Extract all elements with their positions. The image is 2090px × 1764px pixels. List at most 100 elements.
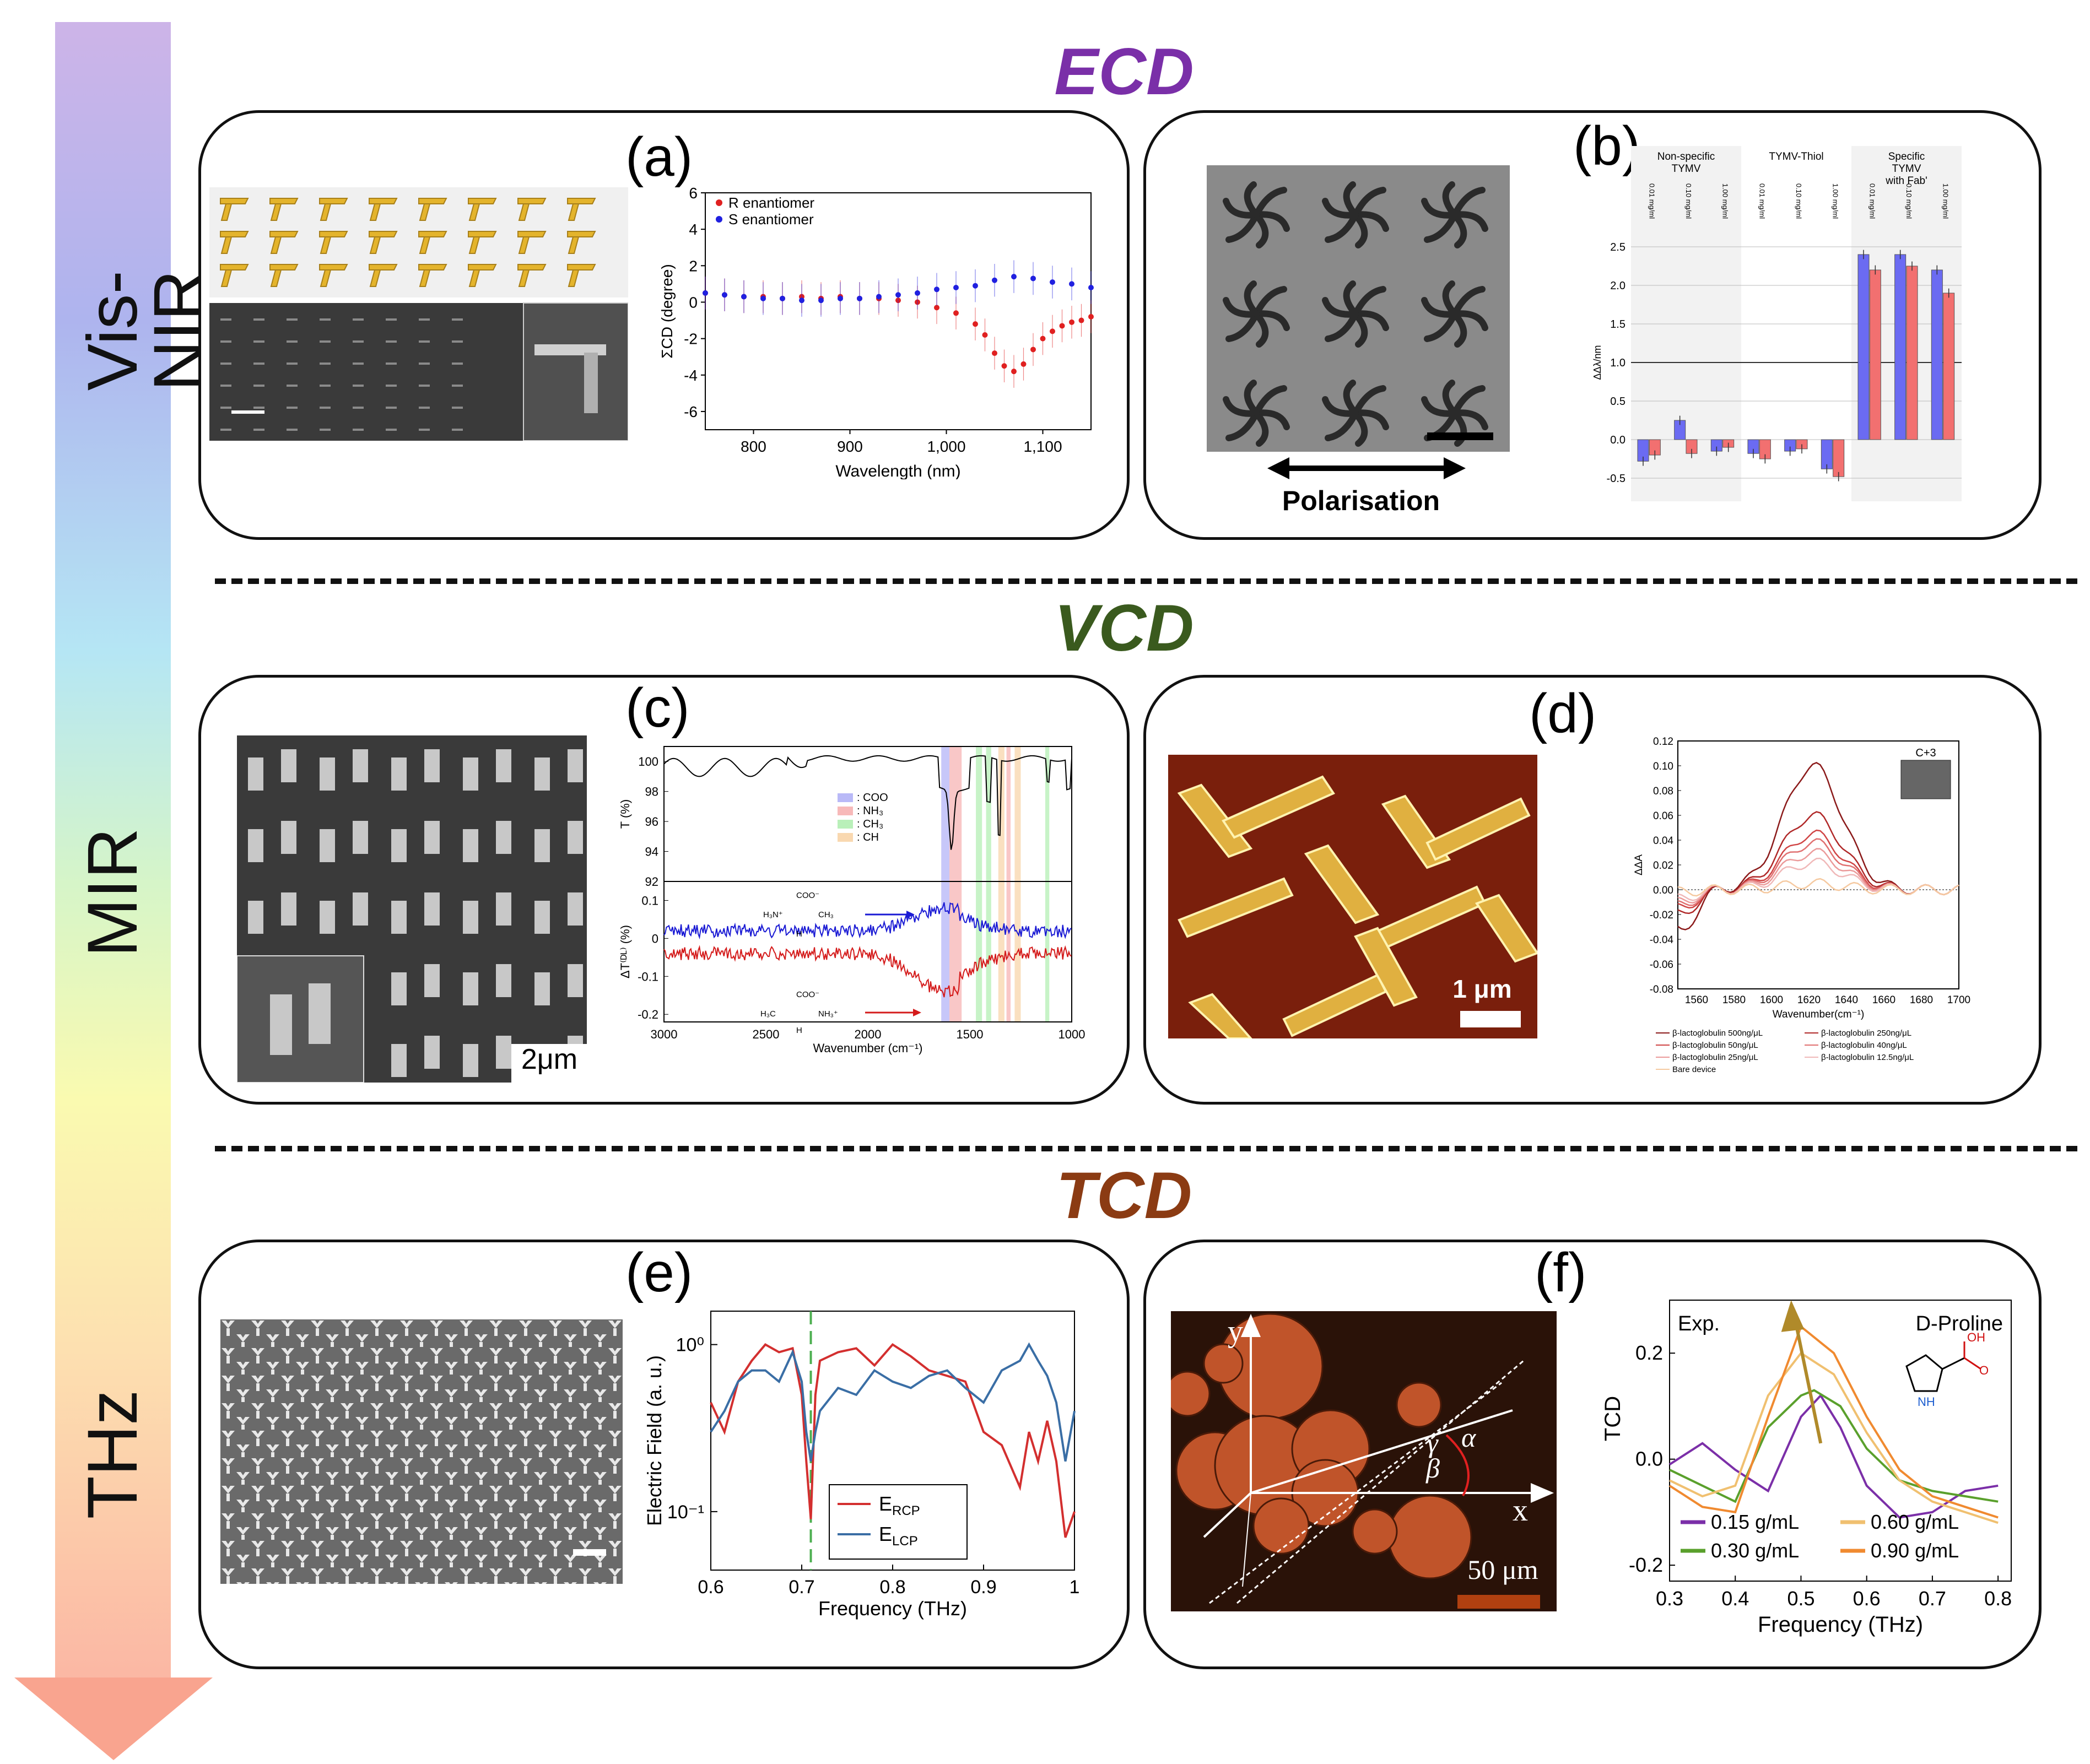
molecule-label: NH₃⁺: [818, 1009, 838, 1019]
legend-label: β-lactoglobulin 250ng/μL: [1821, 1029, 1911, 1038]
assignment-band: [1007, 746, 1011, 1022]
group-label: TYMV-Thiol: [1769, 151, 1823, 163]
category-label: 1.00 mg/ml: [1721, 183, 1730, 219]
y-tick-label: 0.02: [1653, 860, 1673, 872]
panel-label-a: (a): [625, 129, 693, 185]
y-tick-label: 2: [689, 257, 698, 274]
data-point: [1030, 275, 1036, 281]
legend-label: R enantiomer: [728, 194, 814, 211]
y-tick-label: -6: [684, 403, 698, 420]
y-tick-label: -0.2: [638, 1008, 658, 1021]
legend-label: : COO: [857, 792, 888, 804]
angle-label-gamma: γ: [1427, 1427, 1438, 1459]
proline-ring: [1907, 1355, 1942, 1391]
proline-oh: OH: [1967, 1330, 1985, 1344]
molecule-label: COO⁻: [796, 990, 819, 999]
data-point: [857, 296, 862, 301]
data-point: [722, 292, 727, 297]
x-tick-label: 900: [837, 438, 863, 455]
y-tick-label: 0: [689, 294, 698, 311]
spectrum-line: [1678, 849, 1959, 903]
legend-swatch: [838, 820, 853, 829]
bar: [1870, 270, 1881, 440]
category-label: 0.01 mg/ml: [1648, 183, 1656, 219]
y-tick-label: 94: [645, 845, 658, 859]
legend-label: : CH₃: [857, 818, 883, 830]
legend-swatch: [838, 793, 853, 802]
section-title-ecd: ECD: [931, 39, 1317, 105]
molecule-label: COO⁻: [796, 891, 819, 900]
proline-o: O: [1979, 1363, 1989, 1377]
section-title-tcd: TCD: [931, 1162, 1317, 1229]
polarisation-arrow: [1267, 454, 1466, 482]
panel-label-d: (d): [1529, 686, 1596, 741]
panel-a-rendering: [209, 187, 628, 441]
legend-label: β-lactoglobulin 12.5ng/μL: [1821, 1053, 1914, 1062]
y-tick-label: -0.08: [1650, 984, 1673, 995]
bar: [1907, 266, 1918, 440]
data-point: [799, 297, 804, 303]
y-tick-label: 10⁰: [676, 1335, 704, 1356]
x-tick-label: 0.8: [879, 1577, 905, 1598]
panel-label-e: (e): [625, 1245, 693, 1300]
bar: [1895, 255, 1906, 440]
assignment-band: [976, 746, 982, 1022]
data-point: [915, 290, 920, 296]
category-label: 0.01 mg/ml: [1868, 183, 1876, 219]
y-tick-label: 0.0: [1610, 434, 1625, 446]
data-point: [741, 294, 747, 300]
data-point: [895, 292, 901, 297]
y-tick-label: 2.0: [1610, 280, 1625, 292]
angle-label-alpha: α: [1461, 1421, 1476, 1453]
assignment-band: [1045, 746, 1049, 1022]
legend-marker: [716, 199, 722, 206]
data-point: [1088, 314, 1094, 320]
data-point: [1030, 347, 1036, 352]
trend-arrow-head: [1781, 1300, 1805, 1332]
band-label-mir: MIR: [80, 777, 146, 1008]
y-tick-label: 10⁻¹: [667, 1502, 704, 1523]
divider-2: [215, 1146, 2077, 1151]
y-axis-label: ΔΔλ/nm: [1592, 345, 1603, 380]
panel-label-c: (c): [625, 680, 690, 735]
data-point: [818, 297, 824, 303]
legend-label: : NH₃: [857, 805, 883, 817]
y-tick-label: 1.5: [1610, 318, 1625, 331]
x-axis-label: Wavenumber(cm⁻¹): [1773, 1009, 1865, 1020]
data-point: [760, 296, 766, 301]
data-point: [982, 332, 988, 338]
data-point: [1040, 336, 1046, 342]
band-label-thz: THz: [80, 1339, 146, 1570]
y-tick-label: 0.12: [1653, 736, 1673, 748]
y-axis-label: ΔΔA: [1633, 854, 1645, 875]
x-tick-label: 0.5: [1787, 1587, 1814, 1610]
data-point: [1050, 328, 1055, 334]
band-label-vis-nir: Vis-NIR: [80, 215, 146, 446]
y-tick-label: 0.10: [1653, 761, 1673, 772]
x-tick-label: 0.6: [1853, 1587, 1881, 1610]
category-label: 0.10 mg/ml: [1684, 183, 1693, 219]
legend-label: ELCP: [879, 1523, 918, 1549]
proline-bond: [1964, 1358, 1981, 1369]
x-tick-label: 1: [1070, 1577, 1080, 1598]
x-tick-label: 0.6: [698, 1577, 723, 1598]
axis-label-x: x: [1513, 1493, 1528, 1528]
x-tick-label: 1680: [1910, 994, 1933, 1006]
panel-label-f: (f): [1535, 1245, 1586, 1300]
y-axis-label-bottom: ΔT⁽ᴰᴸ⁾ (%): [618, 925, 632, 978]
pointer-arrow-head: [913, 1009, 921, 1016]
category-label: 0.10 mg/ml: [1905, 183, 1913, 219]
legend-label: β-lactoglobulin 40ng/μL: [1821, 1041, 1907, 1050]
x-tick-label: 1500: [957, 1027, 984, 1041]
data-point: [838, 296, 843, 301]
bar: [1858, 255, 1869, 440]
y-tick-label: 0: [652, 932, 658, 945]
x-axis-label: Wavelength (nm): [835, 462, 960, 479]
data-point: [953, 310, 959, 316]
bar: [1931, 270, 1942, 440]
legend-label: β-lactoglobulin 50ng/μL: [1672, 1041, 1758, 1050]
molecule-label: H₃C: [760, 1009, 776, 1019]
y-tick-label: 0.0: [1635, 1448, 1663, 1470]
y-tick-label: 1.0: [1610, 357, 1625, 369]
category-label: 1.00 mg/ml: [1832, 183, 1840, 219]
